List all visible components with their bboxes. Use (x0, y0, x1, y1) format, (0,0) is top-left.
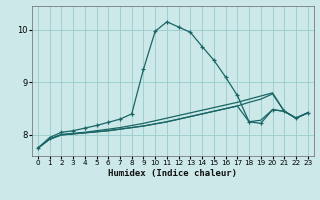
X-axis label: Humidex (Indice chaleur): Humidex (Indice chaleur) (108, 169, 237, 178)
